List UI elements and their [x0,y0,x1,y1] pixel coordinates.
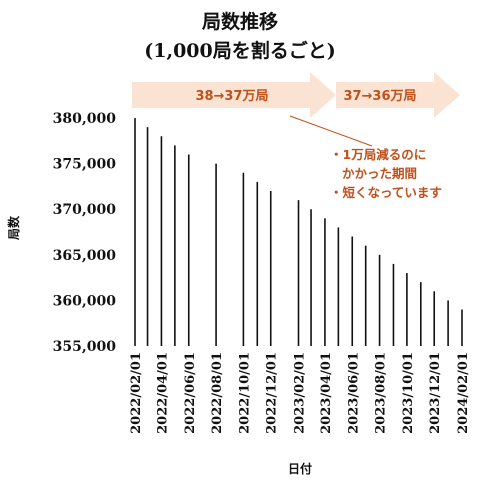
y-tick-label: 360,000 [53,293,117,309]
y-tick-label: 365,000 [53,248,117,264]
y-axis-label: 局数 [6,215,21,240]
annotation-arrow-1: 38→37万局 [132,72,336,118]
x-tick-label: 2022/12/01 [265,352,280,434]
chart-title-line-2: (1,000局を割るごと) [144,39,335,62]
annotation-arrow-2-label: 37→36万局 [343,89,416,104]
annotation-note: ・1万局減るのに かかった期間 ・短くなっています [330,147,442,200]
annotation-arrow-2: 37→36万局 [336,72,460,118]
x-tick-label: 2023/06/01 [346,352,361,434]
annotation-arrow-1-label: 38→37万局 [195,89,268,104]
x-tick-label: 2023/04/01 [319,352,334,434]
x-tick-label: 2022/04/01 [155,352,170,434]
bar-series [134,118,463,346]
y-tick-label: 380,000 [53,111,117,127]
x-tick-label: 2024/02/01 [456,352,471,434]
x-axis-label: 日付 [288,461,312,476]
annotation-note-line-1: ・1万局減るのに [330,147,426,162]
annotation-note-line-2: かかった期間 [342,166,417,181]
x-axis: 2022/02/01 2022/04/01 2022/06/01 2022/08/01… [129,352,471,434]
chart-title-line-1: 局数推移 [202,10,278,33]
x-tick-label: 2022/08/01 [210,352,225,434]
annotation-leader-line [289,115,373,147]
y-axis: 355,000 360,000 365,000 370,000 375,000 380,0… [53,111,117,355]
annotation-note-line-3: ・短くなっています [330,185,442,200]
x-tick-label: 2022/10/01 [237,352,252,434]
x-tick-label: 2022/02/01 [129,352,144,434]
x-tick-label: 2023/12/01 [428,352,443,434]
x-tick-label: 2023/08/01 [374,352,389,434]
x-tick-label: 2023/10/01 [401,352,416,434]
y-tick-label: 370,000 [53,202,117,218]
y-tick-label: 375,000 [53,157,117,173]
y-tick-label: 355,000 [53,339,117,355]
x-tick-label: 2023/02/01 [293,352,308,434]
x-tick-label: 2022/06/01 [183,352,198,434]
